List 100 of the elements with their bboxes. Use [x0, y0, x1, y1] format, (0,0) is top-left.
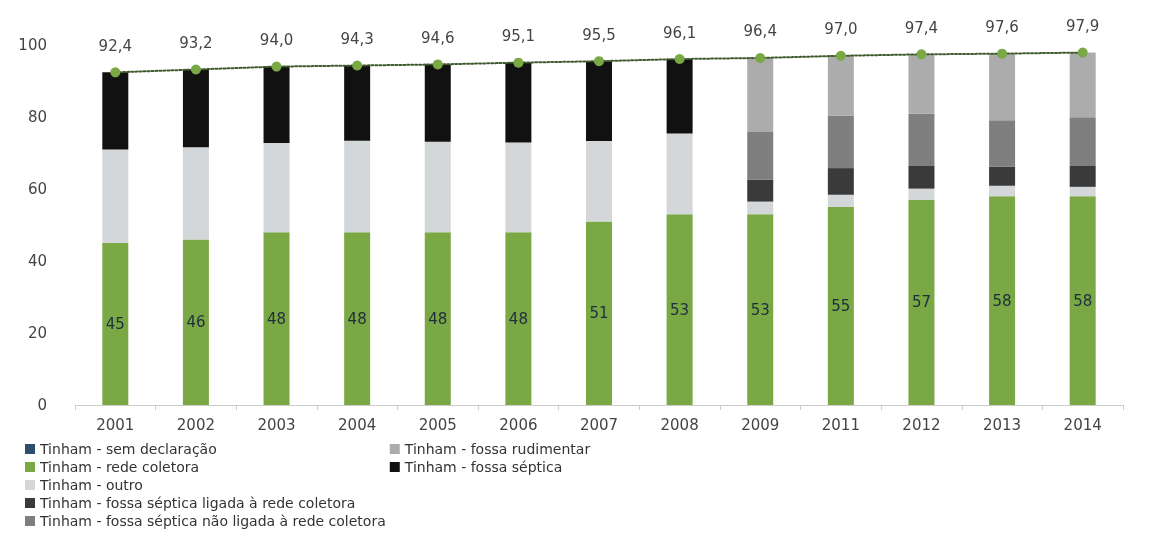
- data-label: 58: [992, 291, 1012, 310]
- bar: [908, 199, 935, 405]
- data-label: 53: [750, 300, 770, 319]
- bar: [827, 207, 854, 405]
- x-tick-label: 2001: [96, 415, 135, 434]
- x-tick-label: 2014: [1063, 415, 1102, 434]
- bar: [747, 132, 774, 180]
- bar: [182, 147, 209, 240]
- x-tick-label: 2007: [579, 415, 619, 434]
- data-label: 95,1: [501, 27, 536, 46]
- bar: [102, 243, 129, 405]
- bar: [102, 72, 129, 150]
- data-label: 95,5: [582, 25, 616, 44]
- legend-label: Tinham - outro: [39, 477, 143, 493]
- bar: [1069, 186, 1096, 197]
- x-tick-label: 2009: [741, 415, 780, 434]
- x-tick-label: 2012: [902, 415, 941, 434]
- bar: [182, 69, 209, 148]
- data-label: 58: [1073, 291, 1093, 310]
- bar: [505, 232, 532, 405]
- y-tick-label: 100: [18, 36, 47, 54]
- data-label: 48: [508, 309, 528, 328]
- point: [1077, 47, 1088, 58]
- y-tick-label: 80: [27, 108, 47, 126]
- bar: [666, 133, 693, 215]
- point: [432, 59, 443, 70]
- bar: [263, 142, 290, 233]
- bar: [747, 179, 774, 202]
- data-label: 48: [266, 309, 287, 328]
- bar: [102, 149, 129, 243]
- bar: [505, 142, 532, 233]
- y-tick-label: 40: [27, 252, 47, 270]
- bar: [989, 120, 1016, 167]
- bar: [666, 214, 693, 405]
- data-label: 53: [670, 300, 690, 319]
- data-label: 97,4: [904, 18, 939, 37]
- bar: [505, 62, 532, 143]
- data-label: 97,0: [824, 20, 858, 39]
- bar: [586, 221, 612, 405]
- bar: [1069, 52, 1096, 118]
- data-label: 97,6: [985, 18, 1019, 37]
- data-label: 96,4: [743, 22, 777, 41]
- bar: [908, 113, 935, 166]
- y-tick-label: 0: [37, 396, 47, 414]
- point: [190, 64, 201, 75]
- bar: [666, 59, 693, 134]
- x-tick-label: 2008: [660, 415, 699, 434]
- bar: [344, 232, 371, 405]
- legend-label: Tinham - fossa rudimentar: [403, 441, 591, 457]
- data-label: 94,0: [259, 31, 294, 50]
- bar: [908, 54, 935, 114]
- bar: [586, 141, 612, 222]
- bar: [263, 66, 290, 143]
- data-label: 57: [911, 293, 932, 312]
- data-label: 94,3: [340, 30, 374, 49]
- x-tick-label: 2005: [418, 415, 457, 434]
- data-label: 45: [105, 315, 125, 333]
- point: [110, 67, 121, 78]
- point: [674, 54, 685, 65]
- legend-label: Tinham - rede coletora: [39, 459, 200, 475]
- legend-label: Tinham - sem declaração: [39, 441, 217, 457]
- data-label: 51: [589, 304, 609, 323]
- bar: [344, 65, 371, 141]
- bar: [182, 239, 209, 405]
- point: [755, 52, 766, 63]
- bar: [344, 140, 371, 233]
- bar: [827, 55, 854, 116]
- bar: [424, 232, 451, 405]
- bar: [827, 194, 854, 207]
- data-label: 96,1: [662, 23, 697, 42]
- bar: [989, 185, 1016, 197]
- data-label: 46: [186, 313, 206, 332]
- bar: [1069, 165, 1096, 187]
- bar: [586, 61, 612, 142]
- data-label: 97,9: [1065, 17, 1100, 36]
- legend-label: Tinham - fossa séptica ligada à rede coletora: [39, 495, 356, 511]
- bar: [989, 196, 1016, 405]
- y-tick-label: 60: [27, 180, 47, 198]
- x-tick-label: 2003: [257, 415, 296, 434]
- x-tick-label: 2006: [499, 415, 538, 434]
- point: [352, 60, 363, 71]
- x-tick-label: 2004: [338, 415, 377, 434]
- bar: [263, 232, 290, 405]
- point: [835, 50, 846, 61]
- data-label: 93,2: [179, 33, 213, 52]
- bar: [424, 64, 451, 142]
- data-label: 92,4: [98, 36, 133, 55]
- point: [916, 49, 927, 60]
- point: [513, 57, 524, 68]
- legend-label: Tinham - fossa séptica: [403, 459, 563, 475]
- bar: [827, 115, 854, 169]
- point: [594, 56, 604, 67]
- bar: [747, 57, 774, 133]
- bar: [747, 214, 774, 405]
- bar: [989, 53, 1016, 121]
- bar: [908, 188, 935, 200]
- bar: [827, 168, 854, 195]
- y-tick-label: 20: [27, 324, 47, 342]
- bar: [747, 201, 774, 215]
- bar: [908, 165, 935, 189]
